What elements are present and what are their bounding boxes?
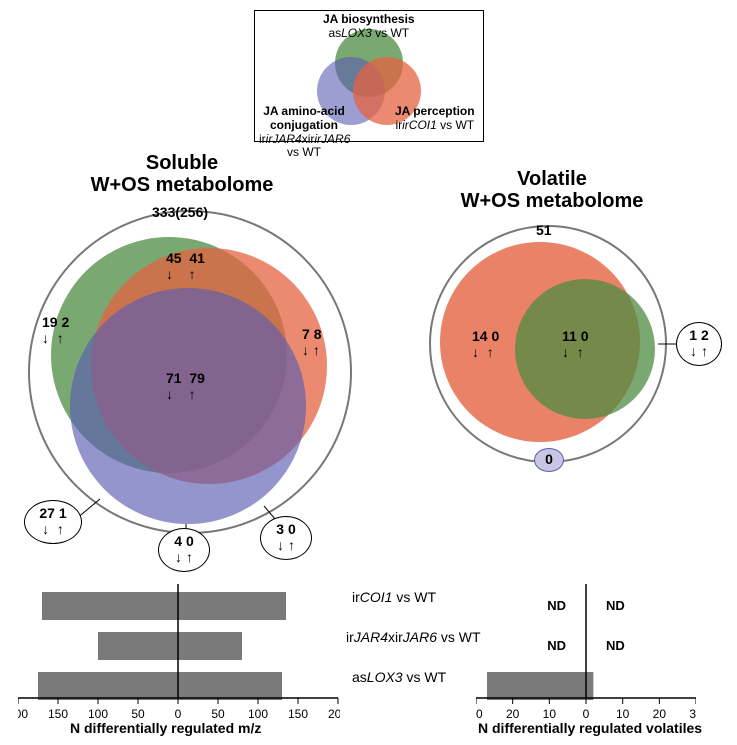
svg-text:10: 10 (543, 707, 557, 721)
svg-text:30: 30 (476, 707, 483, 721)
volatile-callout-bottom: 0 (534, 448, 564, 472)
svg-text:150: 150 (48, 707, 68, 721)
svg-text:0: 0 (175, 707, 182, 721)
svg-text:200: 200 (18, 707, 28, 721)
svg-text:ND: ND (547, 638, 566, 653)
svg-text:50: 50 (131, 707, 145, 721)
svg-text:ND: ND (547, 598, 566, 613)
bars-right-axis-title: N differentially regulated volatiles (478, 720, 702, 736)
venn-volatile (420, 214, 696, 490)
volatile-orange-only: 14 0 (472, 328, 499, 360)
soluble-right-only: 7 8 (302, 326, 321, 358)
volatile-overlap: 11 0 (562, 328, 589, 360)
svg-text:150: 150 (288, 707, 308, 721)
bars-left-axis-title: N differentially regulated m/z (70, 720, 261, 736)
svg-text:50: 50 (211, 707, 225, 721)
soluble-callout-leftbottom: 27 1 (24, 500, 82, 544)
title-soluble: SolubleW+OS metabolome (62, 152, 302, 196)
svg-text:200: 200 (328, 707, 340, 721)
legend-box: JA biosynthesis asLOX3 vs WT JA amino-ac… (254, 10, 484, 142)
volatile-callout-right: 1 2 (676, 322, 722, 366)
row-label-2: asLOX3 vs WT (352, 669, 446, 685)
svg-text:30: 30 (689, 707, 696, 721)
soluble-top-overlap: 45 41 (166, 250, 205, 282)
row-label-0: irCOI1 vs WT (352, 589, 436, 605)
title-volatile: VolatileW+OS metabolome (442, 168, 662, 212)
soluble-left-only: 19 2 (42, 314, 69, 346)
soluble-callout-bottom: 4 0 (158, 528, 210, 572)
svg-text:20: 20 (506, 707, 520, 721)
legend-top: JA biosynthesis asLOX3 vs WT (323, 13, 415, 41)
svg-text:ND: ND (606, 598, 625, 613)
row-label-1: irJAR4xirJAR6 vs WT (346, 629, 481, 645)
legend-right: JA perception irirCOI1 vs WT (395, 105, 475, 133)
svg-text:100: 100 (248, 707, 268, 721)
bars-left: 200 150 100 50 0 50 100 150 200 (18, 580, 340, 730)
soluble-center: 71 79 (166, 370, 205, 402)
svg-text:100: 100 (88, 707, 108, 721)
svg-text:20: 20 (653, 707, 667, 721)
svg-text:ND: ND (606, 638, 625, 653)
soluble-callout-rightbottom: 3 0 (260, 516, 312, 560)
soluble-outer-label: 333(256) (152, 204, 208, 220)
svg-text:10: 10 (616, 707, 630, 721)
svg-text:0: 0 (583, 707, 590, 721)
bars-right: ND ND ND ND 30 20 10 0 10 20 30 (476, 580, 696, 730)
volatile-outer-label: 51 (536, 222, 552, 238)
